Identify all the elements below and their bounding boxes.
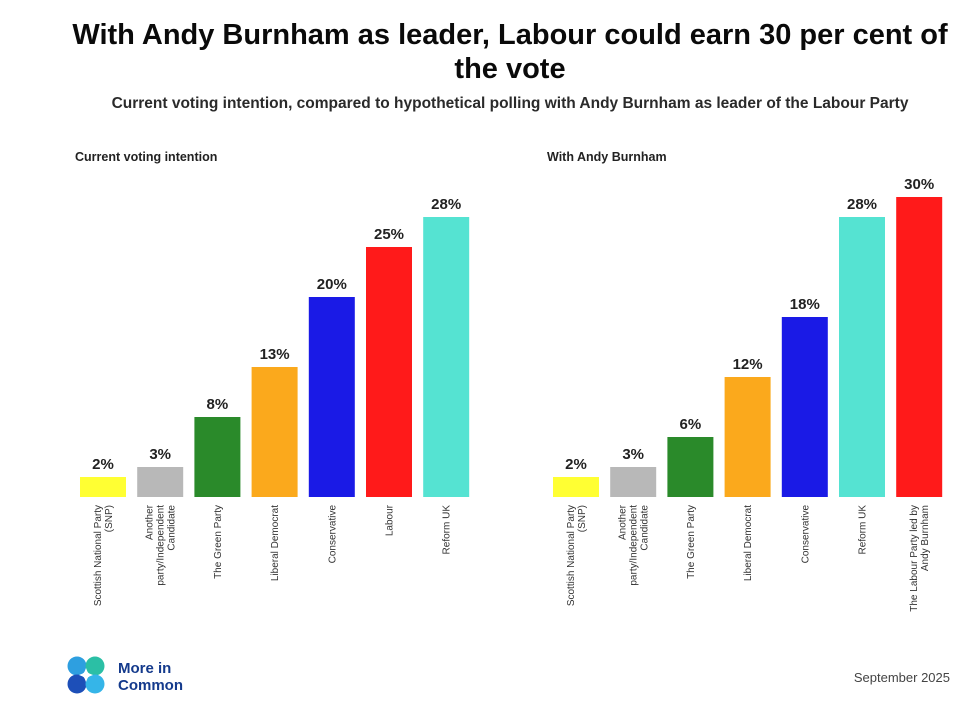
current-value-label-3: 8% bbox=[207, 396, 229, 413]
burnham-bar-3 bbox=[667, 437, 714, 497]
panel-title-current: Current voting intention bbox=[75, 150, 218, 164]
current-category-label-4: Liberal Democrat bbox=[270, 505, 281, 581]
current-category-label-3: The Green Party bbox=[213, 505, 224, 579]
burnham-value-label-4: 12% bbox=[733, 356, 763, 373]
burnham-value-label-7: 30% bbox=[904, 176, 934, 193]
chart-subtitle: Current voting intention, compared to hy… bbox=[111, 95, 909, 112]
burnham-category-label-1: Scottish National Party(SNP) bbox=[566, 505, 588, 606]
current-bar-1 bbox=[80, 477, 126, 497]
current-bar-2 bbox=[137, 467, 184, 497]
burnham-bar-6 bbox=[839, 217, 885, 497]
current-category-label-2: Anotherparty/IndependentCandidate bbox=[145, 504, 178, 585]
burnham-bar-5 bbox=[781, 317, 828, 497]
burnham-value-label-6: 28% bbox=[847, 196, 877, 213]
burnham-category-label-6: Reform UK bbox=[858, 505, 869, 555]
chart-title: With Andy Burnham as leader, Labour coul… bbox=[72, 19, 948, 85]
logo-text: More in Common bbox=[118, 660, 183, 694]
current-category-label-7: Reform UK bbox=[442, 505, 453, 555]
current-bar-7 bbox=[423, 217, 470, 497]
burnham-category-label-2: Anotherparty/IndependentCandidate bbox=[618, 504, 651, 585]
current-value-label-1: 2% bbox=[92, 456, 114, 473]
current-category-label-5: Conservative bbox=[327, 505, 338, 564]
current-bar-3 bbox=[194, 417, 241, 497]
current-value-label-5: 20% bbox=[317, 276, 347, 293]
burnham-bar-7 bbox=[896, 197, 943, 497]
current-category-label-1: Scottish National Party(SNP) bbox=[93, 505, 115, 606]
burnham-category-label-3: The Green Party bbox=[686, 505, 697, 579]
burnham-category-label-7: The Labour Party led byAndy Burnham bbox=[909, 505, 931, 612]
burnham-value-label-1: 2% bbox=[565, 456, 587, 473]
burnham-value-label-5: 18% bbox=[790, 296, 820, 313]
publication-date: September 2025 bbox=[853, 670, 950, 685]
current-bar-4 bbox=[251, 367, 298, 497]
current-value-label-7: 28% bbox=[431, 196, 461, 213]
current-bar-5 bbox=[308, 297, 355, 497]
burnham-category-label-5: Conservative bbox=[800, 505, 811, 564]
current-bar-6 bbox=[366, 247, 412, 497]
burnham-category-label-4: Liberal Democrat bbox=[743, 505, 754, 581]
burnham-bar-4 bbox=[724, 377, 771, 497]
more-in-common-logo-icon bbox=[67, 656, 105, 694]
burnham-value-label-3: 6% bbox=[680, 416, 702, 433]
panel-title-burnham: With Andy Burnham bbox=[547, 150, 667, 164]
current-value-label-6: 25% bbox=[374, 226, 404, 243]
current-category-label-6: Labour bbox=[385, 504, 396, 536]
burnham-value-label-2: 3% bbox=[622, 446, 644, 463]
burnham-bar-2 bbox=[610, 467, 657, 497]
burnham-bar-1 bbox=[553, 477, 599, 497]
current-value-label-4: 13% bbox=[260, 346, 290, 363]
current-value-label-2: 3% bbox=[149, 446, 171, 463]
